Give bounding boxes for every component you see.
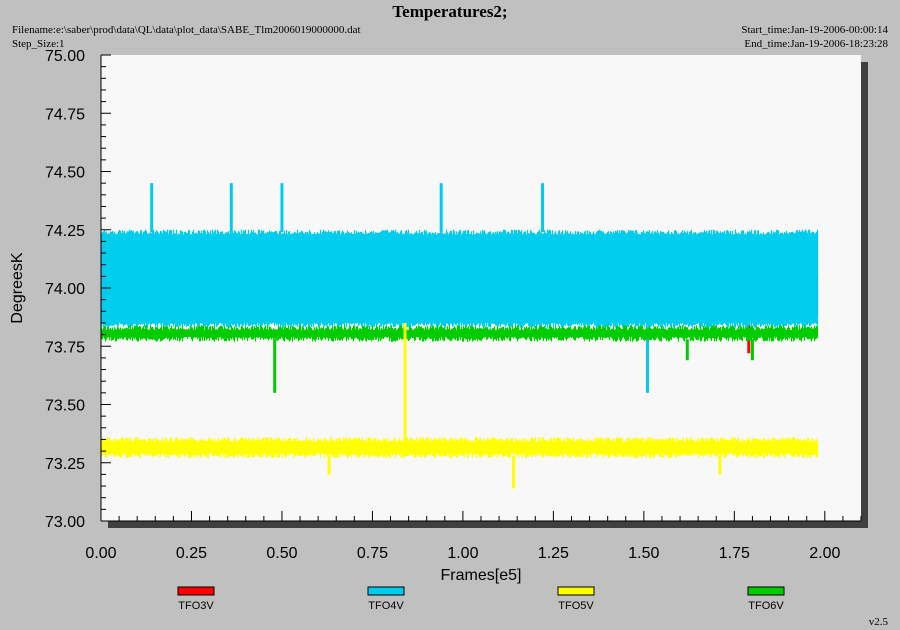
chart-title: Temperatures2; [392, 2, 508, 21]
step-size-label: Step_Size:1 [12, 38, 65, 50]
x-tick-label: 1.75 [719, 545, 750, 562]
y-tick-label: 73.25 [45, 456, 85, 473]
legend-label-tfo3v: TFO3V [178, 600, 214, 612]
x-tick-label: 0.00 [85, 545, 116, 562]
x-axis-label: Frames[e5] [441, 567, 522, 584]
y-tick-label: 74.25 [45, 223, 85, 240]
end-time-label: End_time:Jan-19-2006-18:23:28 [744, 38, 888, 50]
x-tick-label: 2.00 [809, 545, 840, 562]
x-tick-label: 0.50 [266, 545, 297, 562]
y-tick-label: 75.00 [45, 48, 85, 65]
legend-label-tfo6v: TFO6V [748, 600, 784, 612]
y-tick-label: 74.75 [45, 106, 85, 123]
x-tick-label: 1.00 [447, 545, 478, 562]
legend-swatch-tfo4v [367, 586, 405, 596]
version-label: v2.5 [868, 616, 888, 628]
x-tick-label: 1.50 [628, 545, 659, 562]
ticks-layer: 73.00 73.25 73.50 73.75 74.00 74.25 74.50 74.75… [45, 48, 862, 562]
legend-swatch-tfo5v [557, 586, 595, 596]
y-tick-label: 74.50 [45, 165, 85, 182]
legend-label-tfo5v: TFO5V [558, 600, 594, 612]
y-tick-label: 73.50 [45, 398, 85, 415]
x-tick-label: 0.25 [176, 545, 207, 562]
filename-label: Filename:e:\saber\prod\data\QL\data\plot… [12, 24, 361, 36]
legend-swatch-tfo3v [177, 586, 215, 596]
series-layer [100, 183, 819, 489]
y-tick-label: 74.00 [45, 281, 85, 298]
series-band-tfo4v [100, 229, 819, 328]
y-axis-label: DegreesK [9, 252, 26, 323]
x-tick-label: 0.75 [357, 545, 388, 562]
legend-label-tfo4v: TFO4V [368, 600, 404, 612]
x-tick-label: 1.25 [538, 545, 569, 562]
y-tick-label: 73.00 [45, 514, 85, 531]
y-tick-label: 73.75 [45, 339, 85, 356]
legend: TFO3V TFO4V TFO5V TFO6V [177, 586, 785, 612]
start-time-label: Start_time:Jan-19-2006-00:00:14 [741, 24, 888, 36]
legend-swatch-tfo6v [747, 586, 785, 596]
